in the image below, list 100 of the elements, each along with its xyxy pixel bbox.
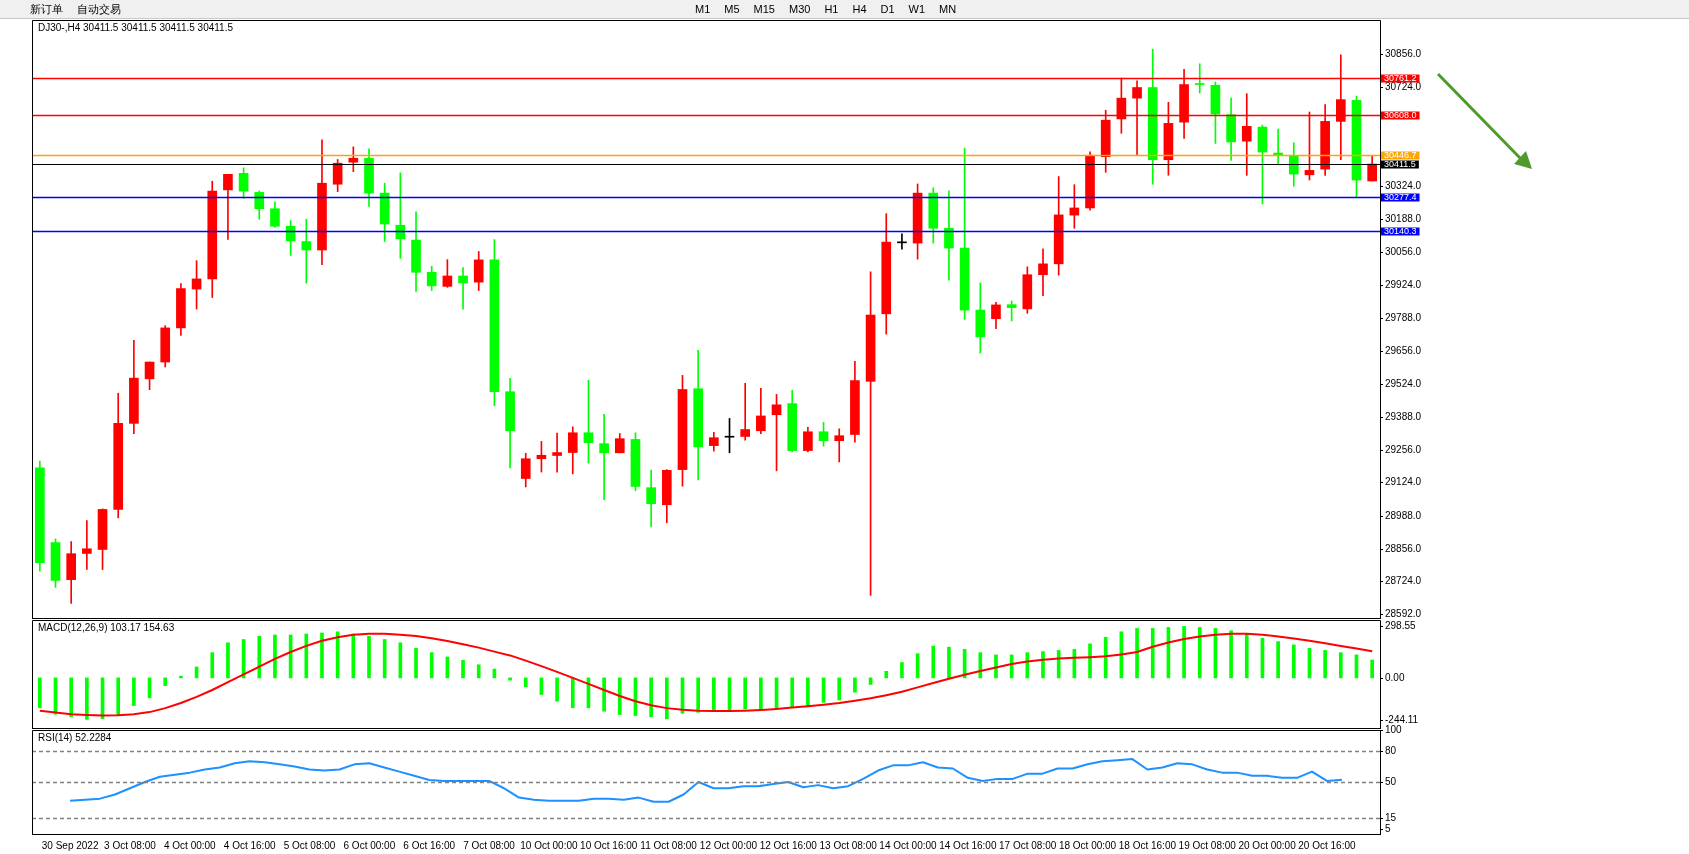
- bar: [806, 677, 810, 708]
- bar: [617, 677, 622, 715]
- bar: [1197, 627, 1202, 679]
- x-tick-label: 14 Oct 16:00: [939, 839, 997, 851]
- x-tick-label: 20 Oct 16:00: [1298, 839, 1356, 851]
- bar: [570, 677, 575, 709]
- ref-line-label: 30411.5: [1384, 159, 1416, 170]
- bar: [555, 677, 559, 702]
- ref-line-label: 30446.7: [1384, 150, 1417, 161]
- x-tick-label: 4 Oct 16:00: [223, 839, 276, 851]
- y-tick-label: 29256.0: [1385, 444, 1422, 456]
- bar: [664, 677, 669, 720]
- y-tick-label: 28592.0: [1385, 608, 1422, 620]
- bar: [1025, 652, 1030, 679]
- bar: [210, 652, 215, 679]
- y-tick-label: 50: [1385, 776, 1397, 788]
- bar: [320, 632, 324, 679]
- candlestick: [82, 520, 92, 570]
- bar: [163, 677, 168, 686]
- bar: [1103, 636, 1108, 679]
- x-tick-label: 30 Sep 2022: [41, 839, 99, 851]
- bar: [1244, 633, 1249, 679]
- y-tick-label: 29388.0: [1385, 411, 1422, 423]
- y-tick-label: 30188.0: [1385, 213, 1422, 225]
- y-tick-label: 15: [1385, 812, 1397, 824]
- text: H1: [824, 3, 839, 15]
- x-tick-label: 6 Oct 16:00: [403, 839, 456, 851]
- text: 新订单: [30, 1, 63, 17]
- text: 自动交易: [77, 1, 121, 17]
- text: M30: [788, 3, 811, 15]
- bar: [38, 677, 42, 709]
- bar: [351, 633, 356, 679]
- bar: [304, 633, 309, 679]
- bar: [1323, 650, 1327, 679]
- bar: [790, 677, 795, 709]
- y-tick-label: 29924.0: [1385, 279, 1422, 291]
- bar: [994, 654, 998, 679]
- bar: [523, 677, 528, 688]
- bar: [759, 677, 763, 710]
- bar: [837, 677, 842, 701]
- bar: [602, 677, 606, 712]
- bar: [226, 642, 230, 679]
- ref-line-label: 30761.2: [1384, 73, 1417, 84]
- x-tick-label: 3 Oct 08:00: [104, 839, 157, 851]
- y-tick-label: 0.00: [1385, 672, 1405, 684]
- x-tick-label: 18 Oct 16:00: [1118, 839, 1177, 851]
- x-tick-label: 19 Oct 08:00: [1178, 839, 1237, 851]
- chart-title: DJ30-,H4 30411.5 30411.5 30411.5 30411.5: [38, 21, 234, 33]
- bar: [1291, 644, 1296, 679]
- y-tick-label: 29788.0: [1385, 312, 1422, 324]
- bar: [1182, 626, 1186, 679]
- y-tick-label: 29656.0: [1385, 345, 1422, 357]
- bar: [853, 677, 857, 693]
- ref-line-label: 30277.4: [1384, 192, 1417, 203]
- bar: [367, 635, 371, 679]
- y-tick-label: 28856.0: [1385, 543, 1422, 555]
- x-tick-label: 17 Oct 08:00: [999, 839, 1057, 851]
- chart-title: RSI(14) 52.2284: [38, 731, 112, 743]
- x-tick-label: 10 Oct 16:00: [580, 839, 638, 851]
- x-tick-label: 10 Oct 00:00: [520, 839, 578, 851]
- bar: [382, 639, 387, 679]
- text: H4: [852, 3, 867, 15]
- bar: [1370, 659, 1374, 679]
- bar: [461, 659, 465, 679]
- y-tick-label: 5: [1385, 823, 1391, 835]
- x-tick-label: 7 Oct 08:00: [463, 839, 516, 851]
- bar: [931, 645, 936, 679]
- candlestick: [897, 233, 907, 250]
- x-tick-label: 12 Oct 16:00: [759, 839, 818, 851]
- text: M5: [724, 3, 740, 15]
- x-tick-label: 11 Oct 08:00: [640, 839, 698, 851]
- bar: [429, 652, 434, 679]
- bar: [1229, 630, 1233, 679]
- bar: [257, 635, 262, 679]
- bar: [712, 677, 716, 712]
- bar: [1338, 652, 1343, 679]
- y-tick-label: 30056.0: [1385, 246, 1422, 258]
- bar: [116, 677, 121, 716]
- chart-title: MACD(12,26,9) 103.17 154.63: [38, 621, 175, 633]
- bar: [743, 677, 748, 710]
- y-tick-label: 80: [1385, 745, 1397, 757]
- text: D1: [880, 3, 895, 15]
- bar: [978, 652, 983, 679]
- y-tick-label: -244.11: [1385, 714, 1419, 726]
- y-tick-label: 29524.0: [1385, 378, 1422, 390]
- y-tick-label: 30856.0: [1385, 48, 1422, 60]
- x-tick-label: 4 Oct 00:00: [163, 839, 217, 851]
- ref-line-label: 30140.3: [1384, 226, 1417, 237]
- y-tick-label: 30324.0: [1385, 180, 1422, 192]
- bar: [1041, 651, 1045, 679]
- bar: [1276, 641, 1280, 679]
- bar: [900, 662, 904, 679]
- y-tick-label: 298.55: [1385, 620, 1417, 632]
- y-tick-label: 28724.0: [1385, 575, 1422, 587]
- y-tick-label: 30724.0: [1385, 81, 1422, 93]
- bar: [1135, 628, 1139, 679]
- x-tick-label: 20 Oct 00:00: [1238, 839, 1297, 851]
- bar: [414, 648, 418, 679]
- bar: [649, 677, 653, 718]
- candlestick: [552, 432, 562, 473]
